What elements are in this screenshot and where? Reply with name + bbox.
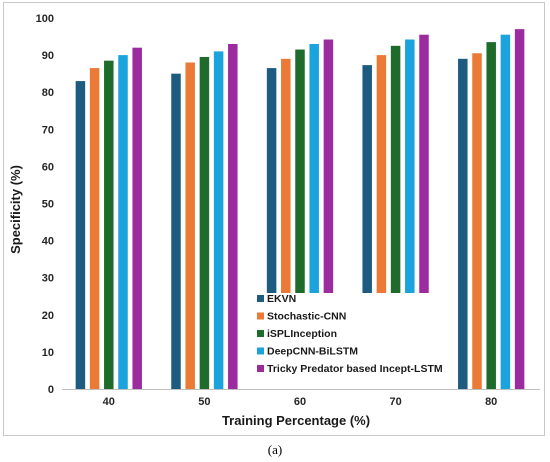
legend-swatch (257, 330, 264, 337)
legend: EKVN Stochastic-CNN iSPLInception DeepCNN-B… (252, 293, 443, 389)
bar-isplinception-70 (390, 45, 401, 389)
bar-stochastic-cnn-60 (281, 58, 291, 390)
bar-tricky-predator-based-incept-lstm-50 (228, 43, 238, 389)
bar-ekvn-40 (75, 81, 86, 389)
legend-swatch (257, 365, 264, 372)
y-tick-label: 20 (42, 310, 54, 322)
legend-item-label: Tricky Predator based Incept-LSTM (267, 363, 443, 375)
x-tick-label: 70 (389, 396, 401, 408)
bar-ekvn-70 (362, 65, 372, 389)
figure-caption: (a) (267, 442, 283, 457)
bar-stochastic-cnn-70 (376, 55, 387, 389)
bar-isplinception-60 (295, 49, 305, 389)
bar-isplinception-80 (486, 42, 496, 390)
legend-item-label: Stochastic-CNN (267, 311, 346, 323)
bar-tricky-predator-based-incept-lstm-70 (419, 34, 429, 389)
y-tick-label: 60 (42, 161, 54, 173)
x-tick-label: 40 (103, 396, 115, 408)
legend-box (252, 293, 434, 389)
bar-isplinception-40 (104, 60, 114, 389)
bar-ekvn-60 (266, 68, 277, 390)
y-axis-title: Specificity (%) (8, 165, 23, 254)
y-tick-label: 10 (42, 347, 54, 359)
y-tick-label: 70 (42, 124, 54, 136)
legend-swatch (257, 312, 264, 320)
x-axis-title: Training Percentage (%) (222, 413, 370, 428)
y-tick-label: 80 (42, 87, 54, 99)
y-axis-ticks: 0 10 20 30 40 50 60 70 80 90 100 (36, 13, 54, 396)
legend-item-label: EKVN (267, 293, 296, 305)
bar-deepcnn-bilstm-50 (213, 51, 224, 389)
bar-isplinception-50 (199, 56, 210, 390)
legend-item-label: iSPLInception (267, 328, 337, 340)
y-tick-label: 90 (42, 50, 54, 62)
x-tick-label: 80 (485, 396, 497, 408)
bar-deepcnn-bilstm-60 (309, 43, 319, 389)
y-tick-label: 100 (36, 13, 54, 25)
bar-stochastic-cnn-80 (472, 53, 482, 390)
bar-ekvn-50 (171, 73, 181, 390)
bar-stochastic-cnn-40 (89, 68, 100, 390)
bar-tricky-predator-based-incept-lstm-80 (514, 29, 525, 389)
bar-ekvn-80 (458, 58, 468, 390)
legend-item-label: DeepCNN-BiLSTM (267, 346, 358, 358)
bar-tricky-predator-based-incept-lstm-40 (132, 47, 142, 390)
y-tick-label: 0 (48, 384, 54, 396)
bars (75, 29, 525, 390)
bar-deepcnn-bilstm-40 (118, 55, 128, 389)
bar-stochastic-cnn-50 (185, 62, 195, 390)
legend-swatch (257, 295, 264, 302)
y-tick-label: 30 (42, 273, 54, 285)
y-tick-label: 50 (42, 199, 54, 211)
x-axis-ticks: 40 50 60 70 80 (103, 396, 498, 408)
x-tick-label: 60 (294, 396, 306, 408)
bar-tricky-predator-based-incept-lstm-60 (323, 39, 334, 389)
bar-deepcnn-bilstm-70 (405, 39, 415, 389)
specificity-bar-chart: 0 10 20 30 40 50 60 70 80 90 100 40 50 60 70 80 Specif… (8, 13, 540, 428)
bar-deepcnn-bilstm-80 (500, 34, 511, 389)
y-tick-label: 40 (42, 236, 54, 248)
x-tick-label: 50 (198, 396, 210, 408)
legend-swatch (257, 347, 264, 355)
